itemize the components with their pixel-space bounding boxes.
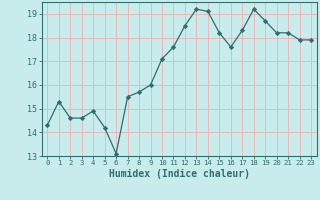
- X-axis label: Humidex (Indice chaleur): Humidex (Indice chaleur): [109, 169, 250, 179]
